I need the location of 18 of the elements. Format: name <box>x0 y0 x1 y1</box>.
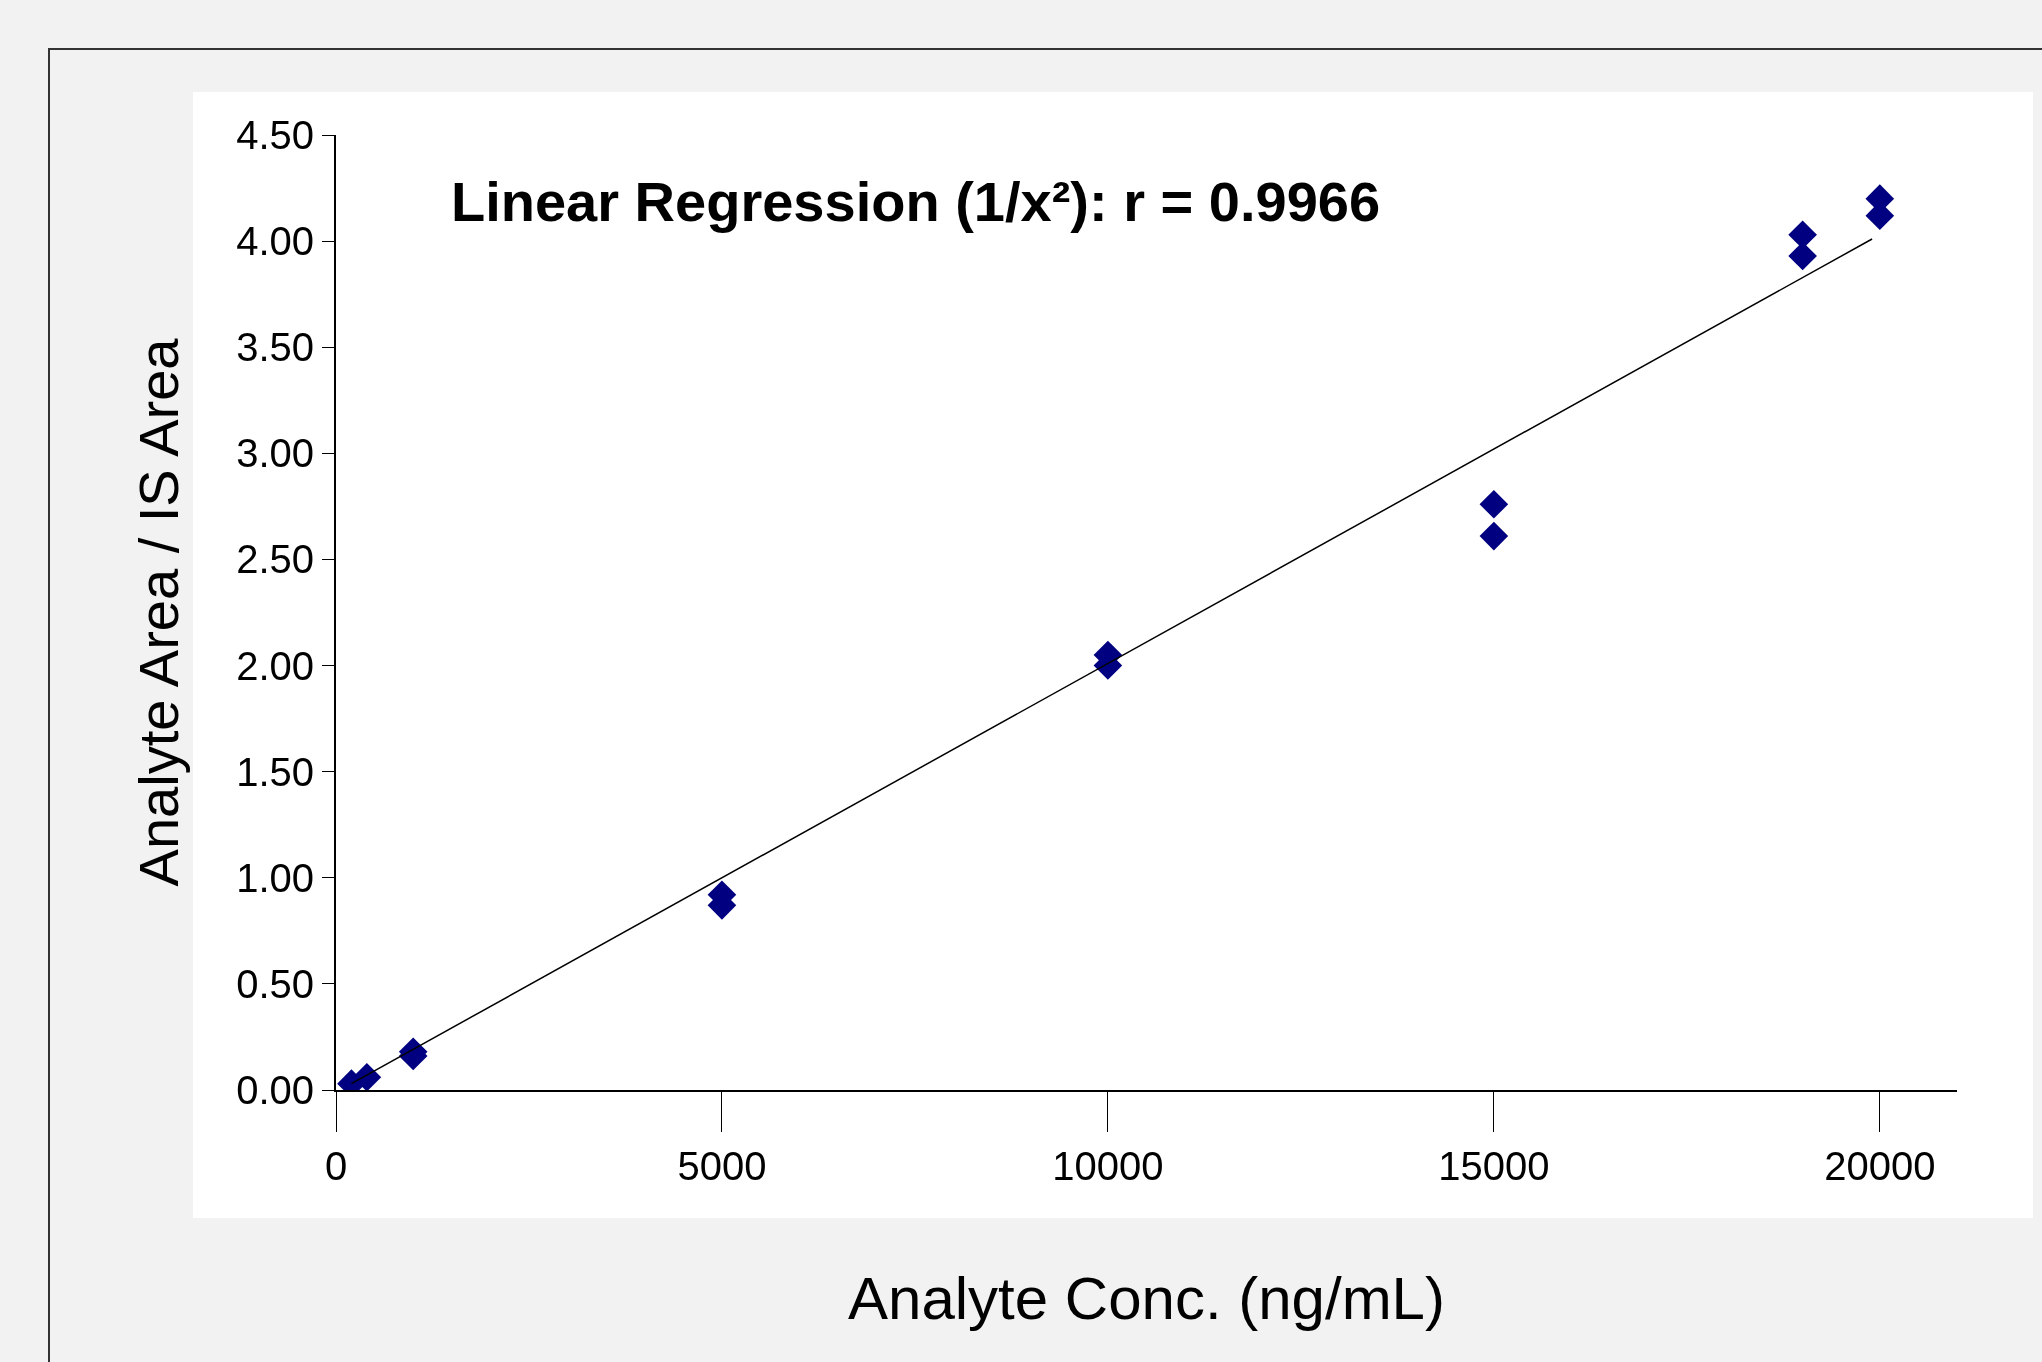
y-axis-title: Analyte Area / IS Area <box>126 337 190 887</box>
y-tick-label: 3.00 <box>236 431 314 476</box>
y-tick-label: 4.50 <box>236 113 314 157</box>
y-tick-label: 4.00 <box>236 219 314 264</box>
y-tick-label: 3.50 <box>236 325 314 370</box>
y-tick-label: 2.00 <box>236 643 314 688</box>
y-tick-label: 0.00 <box>236 1068 314 1112</box>
x-tick-label: 5000 <box>677 1144 767 1188</box>
y-tick-label: 0.50 <box>236 961 314 1006</box>
x-tick-label: 15000 <box>1438 1144 1550 1188</box>
x-tick-label: 10000 <box>1052 1144 1164 1188</box>
y-tick-label: 1.00 <box>236 855 314 900</box>
y-tick-label: 1.50 <box>236 749 314 794</box>
x-tick-label: 0 <box>324 1144 348 1188</box>
x-tick-label: 20000 <box>1824 1144 1936 1188</box>
text: Linear Regression (1/x²): r = 0.9966 <box>451 170 1381 233</box>
x-axis-title: Analyte Conc. (ng/mL) <box>848 1265 1445 1332</box>
y-tick-label: 2.50 <box>236 537 314 582</box>
